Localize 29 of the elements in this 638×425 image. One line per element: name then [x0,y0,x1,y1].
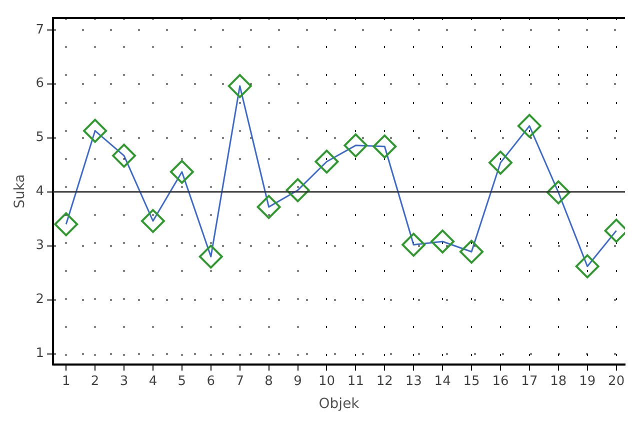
x-tick-label: 8 [264,374,273,389]
y-tick-label: 2 [36,292,44,308]
x-tick-label: 3 [120,374,128,389]
x-tick-label: 9 [294,374,302,389]
x-axis-title: Objek [318,396,360,412]
x-tick-label: 6 [206,374,216,389]
x-tick-label: 1 [62,374,70,389]
x-tick-label: 14 [434,374,451,389]
x-tick-label: 13 [405,374,422,389]
x-tick-label: 11 [347,374,364,389]
x-tick-label: 2 [90,374,100,389]
y-tick-label: 1 [36,346,44,362]
x-tick-label: 10 [318,374,335,389]
x-tick-label: 7 [236,374,244,389]
x-tick-label: 18 [550,374,567,389]
y-axis-title: Suka [12,174,28,208]
y-tick-label: 7 [36,22,44,38]
x-tick-label: 5 [178,374,186,389]
x-tick-label: 20 [608,374,625,389]
y-tick-label: 4 [36,184,44,200]
x-tick-label: 4 [148,374,158,389]
y-tick-label: 5 [36,130,44,146]
x-tick-label: 12 [376,374,393,389]
x-tick-label: 15 [463,374,480,389]
y-tick-label: 3 [36,238,44,254]
x-tick-label: 17 [521,374,538,389]
x-tick-label: 16 [492,374,509,389]
x-tick-label: 19 [579,374,596,389]
y-tick-label: 6 [36,76,44,92]
